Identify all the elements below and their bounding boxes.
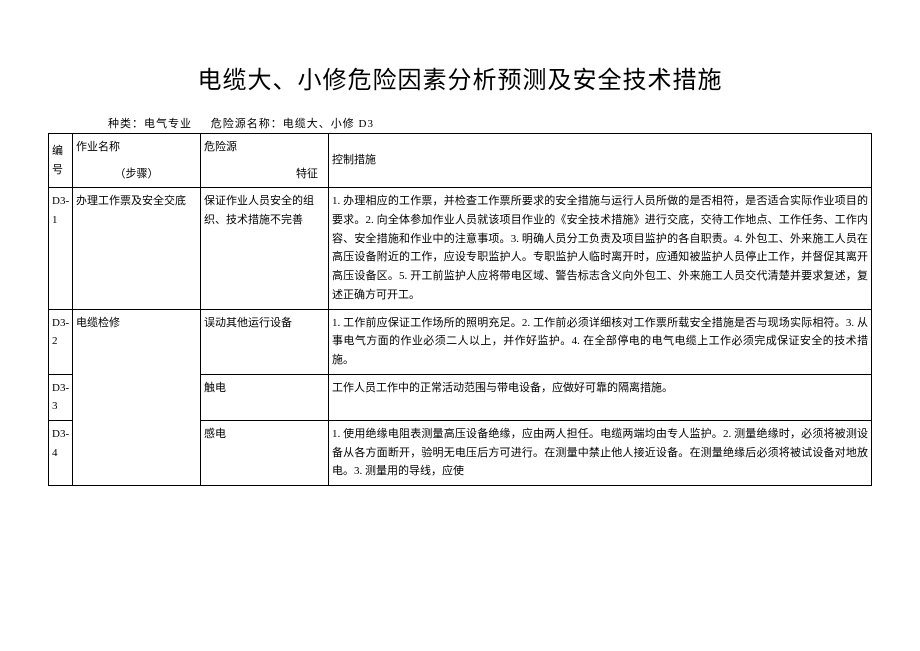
cell-task: 办理工作票及安全交底 [73,188,201,309]
table-row: D3-1 办理工作票及安全交底 保证作业人员安全的组织、技术措施不完善 1. 办… [49,188,872,309]
hdr-task-step: （步骤） [73,161,201,188]
cell-ctrl: 工作人员工作中的正常活动范围与带电设备，应做好可靠的隔离措施。 [329,374,872,420]
cell-no: D3-4 [49,420,73,485]
cell-task: 电缆检修 [73,309,201,486]
table-row: D3-2 电缆检修 误动其他运行设备 1. 工作前应保证工作场所的照明充足。2.… [49,309,872,374]
cell-no: D3-2 [49,309,73,374]
table-header-row: 编号 作业名称 危险源 控制措施 [49,134,872,161]
cell-hazard: 保证作业人员安全的组织、技术措施不完善 [201,188,329,309]
meta-category-value: 电气专业 [144,118,192,130]
cell-ctrl: 1. 办理相应的工作票，并检查工作票所要求的安全措施与运行人员所做的是否相符，是… [329,188,872,309]
hdr-no: 编号 [49,134,73,188]
meta-category-label: 种类： [108,118,144,130]
hdr-task: 作业名称 [73,134,201,161]
cell-hazard: 误动其他运行设备 [201,309,329,374]
hdr-ctrl: 控制措施 [329,134,872,188]
meta-line: 种类：电气专业 危险源名称：电缆大、小修 D3 [108,115,872,131]
cell-ctrl: 1. 工作前应保证工作场所的照明充足。2. 工作前必须详细核对工作票所载安全措施… [329,309,872,374]
cell-hazard: 感电 [201,420,329,485]
cell-no: D3-3 [49,374,73,420]
hdr-hazard-feature: 特征 [201,161,329,188]
cell-no: D3-1 [49,188,73,309]
page-title: 电缆大、小修危险因素分析预测及安全技术措施 [48,60,872,95]
hdr-hazard: 危险源 [201,134,329,161]
hazard-table: 编号 作业名称 危险源 控制措施 （步骤） 特征 D3-1 办理工作票及安全交底… [48,133,872,486]
meta-source-value: 电缆大、小修 D3 [283,118,374,130]
cell-ctrl: 1. 使用绝缘电阻表测量高压设备绝缘，应由两人担任。电缆两端均由专人监护。2. … [329,420,872,485]
meta-source-label: 危险源名称： [211,118,283,130]
cell-hazard: 触电 [201,374,329,420]
